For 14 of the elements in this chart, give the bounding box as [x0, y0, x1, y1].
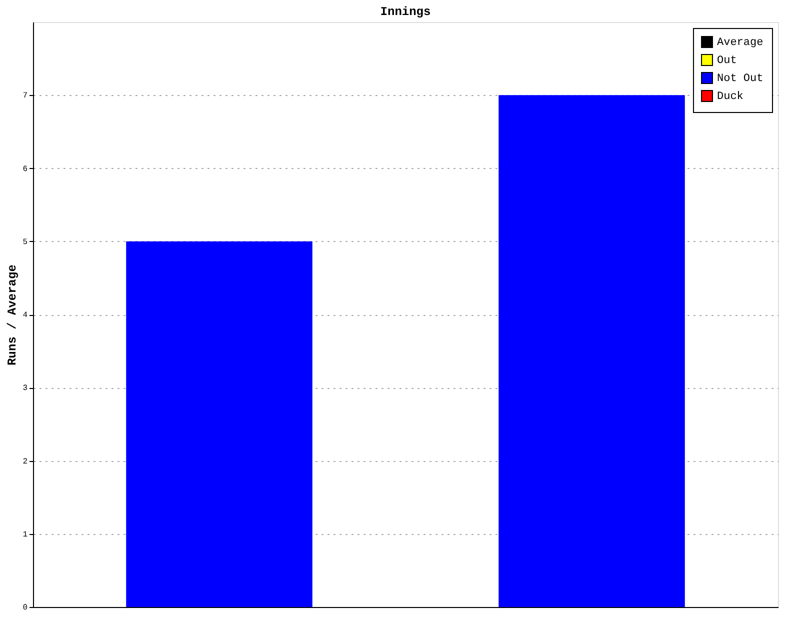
y-axis-title: Runs / Average: [6, 264, 20, 366]
legend-label: Average: [717, 37, 764, 49]
y-tick-label: 5: [22, 238, 28, 247]
y-tick-label: 7: [22, 92, 28, 101]
y-tick-label: 1: [22, 530, 28, 540]
legend-label: Not Out: [717, 73, 764, 85]
y-tick-label: 0: [22, 604, 28, 612]
y-tick-label: 6: [22, 164, 28, 174]
legend-label: Out: [717, 55, 737, 67]
chart-title: Innings: [380, 5, 431, 19]
y-tick-label: 4: [22, 311, 28, 320]
legend-label: Duck: [717, 91, 744, 103]
y-tick-label: 3: [22, 384, 28, 394]
y-tick-label: 2: [22, 457, 28, 466]
